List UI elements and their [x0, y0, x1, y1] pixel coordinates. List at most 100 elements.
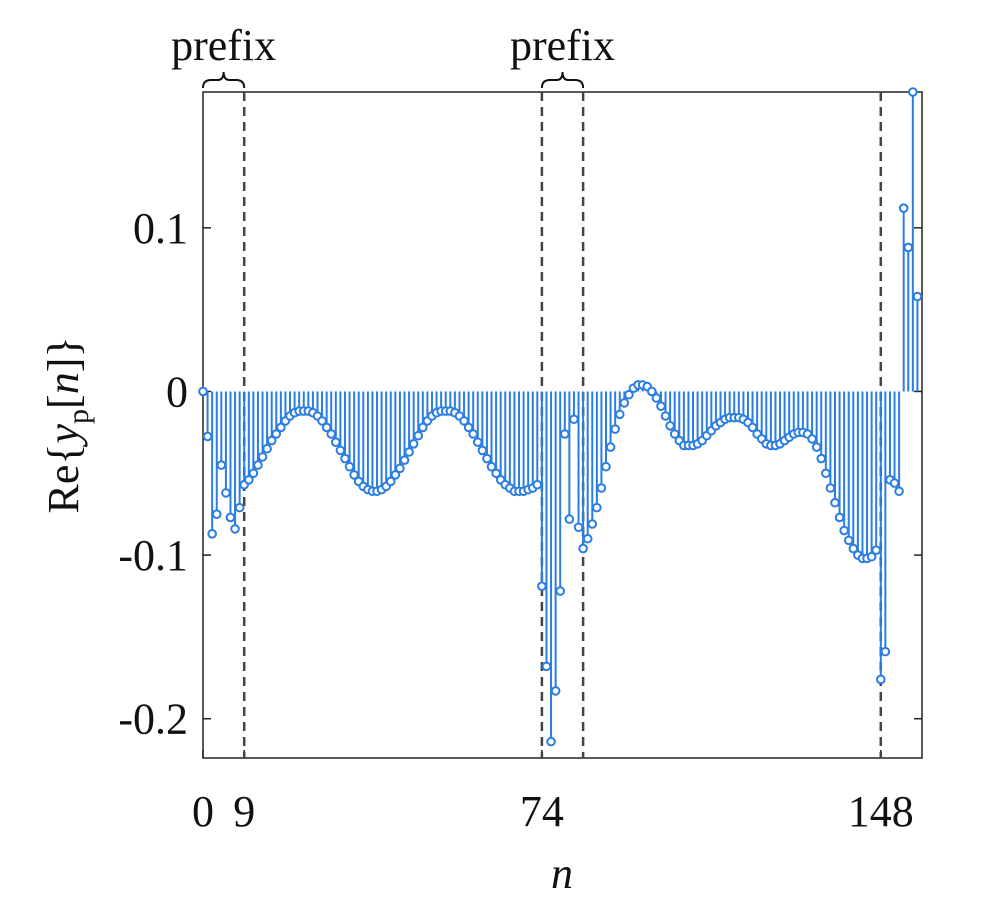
stem-marker — [578, 543, 588, 554]
brace — [202, 71, 246, 89]
stem-marker — [198, 386, 208, 397]
stem-marker — [582, 533, 593, 544]
stem-marker — [592, 502, 602, 513]
stem-marker — [234, 502, 245, 513]
stem-marker — [399, 455, 410, 465]
stem-marker — [468, 429, 478, 439]
stem-marker — [807, 434, 817, 444]
y-tick-label: -0.1 — [118, 531, 188, 580]
stem-marker — [559, 429, 570, 439]
y-label-part: y — [39, 423, 88, 447]
stem-marker — [898, 203, 909, 213]
stem-marker — [875, 674, 886, 685]
x-tick-label: 74 — [520, 787, 564, 836]
stem-marker — [248, 468, 259, 479]
x-tick-label: 0 — [192, 787, 214, 836]
stem-marker — [344, 461, 355, 472]
stem-marker — [889, 478, 900, 488]
x-axis-label: n — [551, 849, 573, 897]
stem-marker — [335, 445, 346, 456]
x-tick-label: 148 — [848, 787, 914, 836]
stem-marker — [537, 581, 547, 591]
stem-marker — [550, 686, 561, 696]
stem-marker — [211, 509, 222, 519]
stem-marker — [276, 422, 286, 433]
stem-marker — [385, 476, 396, 487]
stem-marker — [665, 421, 675, 431]
stem-marker — [207, 529, 217, 539]
stem-marker — [477, 445, 488, 456]
stem-marker — [614, 409, 625, 420]
stem-marker — [202, 431, 213, 442]
brace — [540, 71, 585, 89]
stem-marker — [660, 411, 671, 421]
stem-marker — [834, 512, 845, 523]
stem-marker — [546, 736, 556, 747]
annotation-text: prefix — [510, 21, 615, 70]
stem-marker — [596, 483, 607, 493]
stem-marker — [230, 524, 240, 534]
y-tick-label: 0.1 — [133, 204, 188, 253]
stem-marker — [624, 389, 634, 400]
stem-marker — [830, 497, 840, 508]
stem-marker — [326, 429, 337, 439]
stem-marker — [555, 586, 566, 596]
stem-marker — [816, 453, 827, 464]
stem-marker — [569, 414, 579, 425]
stem-marker — [601, 461, 611, 472]
stem-marker — [839, 525, 849, 536]
stem-marker — [404, 447, 414, 457]
x-tick-label: 9 — [233, 787, 255, 836]
stem-marker — [225, 512, 236, 523]
stem-marker — [903, 242, 914, 253]
stem-marker — [656, 401, 666, 411]
y-axis-label: Re{yp[n]} — [39, 337, 95, 514]
stem-marker — [605, 442, 616, 452]
stem-marker — [395, 463, 405, 474]
stem-marker — [825, 483, 836, 493]
stem-marker — [216, 460, 227, 470]
stem-marker — [651, 393, 662, 403]
stem-marker — [821, 468, 831, 479]
stem-marker — [340, 453, 350, 464]
stem-marker — [880, 646, 891, 657]
stem-marker — [619, 398, 630, 408]
stem-marker — [587, 519, 598, 529]
stem-marker — [843, 535, 854, 546]
stem-marker — [871, 545, 882, 555]
stem-marker — [610, 424, 620, 434]
stem-marker — [532, 479, 543, 490]
stem-marker — [243, 475, 254, 485]
stem-marker — [266, 435, 277, 446]
y-label-part: p — [62, 409, 95, 424]
y-label-part: Re{ — [39, 443, 88, 513]
stem-marker — [257, 452, 268, 462]
stem-marker — [253, 460, 263, 470]
stem-marker — [413, 430, 424, 441]
stem-marker — [390, 470, 401, 480]
stem-marker — [894, 486, 904, 497]
y-label-part: n — [39, 372, 88, 394]
stem-marker — [482, 453, 492, 464]
stem-marker — [912, 291, 923, 302]
stem-marker — [408, 439, 419, 449]
stem-marker — [221, 488, 231, 498]
stem-marker — [418, 422, 428, 433]
stem-marker — [573, 522, 584, 533]
y-tick-label: 0 — [166, 367, 188, 416]
stem-marker — [472, 437, 483, 447]
axes-box — [202, 91, 923, 759]
stem-marker — [541, 661, 552, 672]
stem-marker — [866, 551, 877, 562]
y-label-part: [ — [39, 394, 88, 409]
stem-marker — [811, 442, 822, 452]
y-tick-label: -0.2 — [118, 695, 188, 744]
stem-marker — [262, 443, 272, 454]
stem-marker — [908, 87, 918, 97]
y-label-part: ]} — [39, 337, 88, 373]
stem-marker — [331, 437, 341, 447]
stem-marker — [271, 429, 282, 439]
stem-marker — [564, 514, 575, 524]
annotation-text: prefix — [171, 21, 276, 70]
